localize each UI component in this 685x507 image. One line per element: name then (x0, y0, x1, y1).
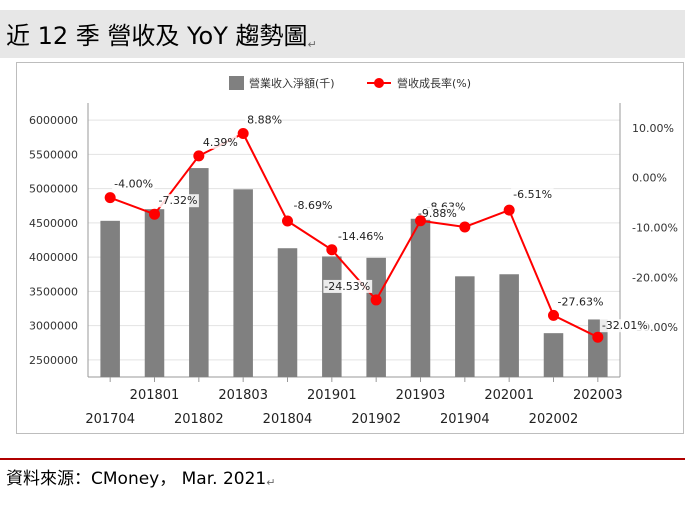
revenue-bar (100, 220, 120, 377)
revenue-bar (410, 218, 431, 377)
yoy-point (548, 309, 559, 321)
y-right-tick-label: 10.00% (632, 122, 674, 135)
y-left-tick-label: 3000000 (29, 320, 78, 333)
y-left-tick-label: 6000000 (29, 114, 78, 127)
yoy-point (282, 215, 293, 227)
legend-bar-swatch (229, 76, 244, 90)
data-label-bg (291, 199, 334, 213)
y-left-tick-label: 5000000 (29, 183, 78, 196)
revenue-bar (499, 274, 519, 377)
y-right-tick-label: -10.00% (632, 222, 678, 235)
y-left-tick-label: 2500000 (29, 354, 78, 367)
data-label-bg (599, 319, 649, 333)
x-tick-label: 201802 (174, 412, 224, 427)
x-tick-label: 201804 (263, 412, 313, 427)
yoy-point (104, 192, 116, 204)
chart-container: 2500000 3000000 3500000 4000000 4500000 50000… (16, 62, 684, 434)
data-label-bg (323, 279, 373, 293)
revenue-bar (277, 248, 298, 377)
legend-bar-label: 營業收入淨額(千) (249, 76, 335, 90)
x-tick-label: 201801 (130, 388, 180, 403)
yoy-point (149, 208, 160, 220)
x-tick-label: 202003 (573, 388, 623, 403)
yoy-point (370, 294, 382, 306)
y-left-tick-label: 3500000 (29, 285, 78, 298)
y-left-tick-label: 4000000 (29, 251, 78, 264)
legend-line-marker (374, 78, 384, 88)
yoy-point (503, 204, 515, 216)
data-label-bg (555, 295, 605, 309)
paragraph-mark-icon: ↵ (266, 476, 276, 489)
x-tick-label: 201904 (440, 412, 490, 427)
revenue-bar (543, 333, 564, 377)
data-label-bg (335, 229, 385, 243)
yoy-point (326, 244, 338, 256)
revenue-bar (322, 256, 342, 377)
yoy-data-label: -8.69% (294, 199, 333, 212)
data-label-bg (200, 135, 237, 149)
x-tick-label: 202002 (529, 412, 579, 427)
y-right-tick-label: -20.00% (632, 271, 678, 284)
legend-line-label: 營收成長率(%) (397, 76, 471, 90)
data-label-bg (245, 113, 282, 127)
revenue-bar (189, 168, 209, 377)
revenue-bar (233, 189, 253, 377)
y-left-tick-label: 5500000 (29, 148, 78, 161)
yoy-point (415, 215, 426, 227)
page-title-text: 近 12 季 營收及 YoY 趨勢圖 (6, 22, 308, 50)
data-label-bg (511, 188, 554, 202)
yoy-data-label: -9.88% (418, 207, 457, 220)
data-label-bg (112, 177, 155, 191)
x-tick-label: 201704 (85, 412, 135, 427)
yoy-data-label: -4.00% (114, 178, 153, 191)
yoy-data-label: 8.88% (247, 113, 282, 126)
source-note: 資料來源：CMoney， Mar. 2021↵ (6, 464, 275, 489)
yoy-line (109, 132, 599, 339)
x-tick-label: 201901 (307, 388, 357, 403)
y-right-tick-label: 0.00% (632, 172, 667, 185)
yoy-point (237, 127, 249, 139)
revenue-yoy-chart: 2500000 3000000 3500000 4000000 4500000 50000… (29, 76, 678, 427)
yoy-data-label: -6.51% (513, 188, 552, 201)
yoy-point (193, 150, 205, 162)
page-title: 近 12 季 營收及 YoY 趨勢圖↵ (6, 16, 317, 51)
source-text: 資料來源：CMoney， Mar. 2021 (6, 469, 267, 489)
yoy-point (592, 331, 604, 343)
revenue-bar (144, 209, 165, 377)
x-tick-label: 201803 (218, 388, 268, 403)
revenue-bar (366, 257, 386, 377)
yoy-data-label: -27.63% (558, 295, 604, 308)
data-label-bg (156, 194, 199, 208)
yoy-point (459, 221, 471, 233)
yoy-data-label: -32.01% (602, 319, 648, 332)
yoy-data-label: -24.53% (324, 280, 370, 293)
revenue-bar (455, 276, 475, 377)
x-tick-label: 201903 (396, 388, 446, 403)
yoy-data-label: -7.32% (159, 194, 198, 207)
source-divider (0, 458, 685, 460)
yoy-data-label: -14.46% (338, 230, 384, 243)
x-tick-label: 202001 (484, 388, 534, 403)
data-label-bg (416, 206, 459, 220)
x-tick-label: 201902 (351, 412, 401, 427)
yoy-data-label: 4.39% (203, 136, 238, 149)
y-left-tick-label: 4500000 (29, 217, 78, 230)
paragraph-mark-icon: ↵ (307, 38, 317, 51)
title-bar: 近 12 季 營收及 YoY 趨勢圖↵ (0, 10, 685, 58)
